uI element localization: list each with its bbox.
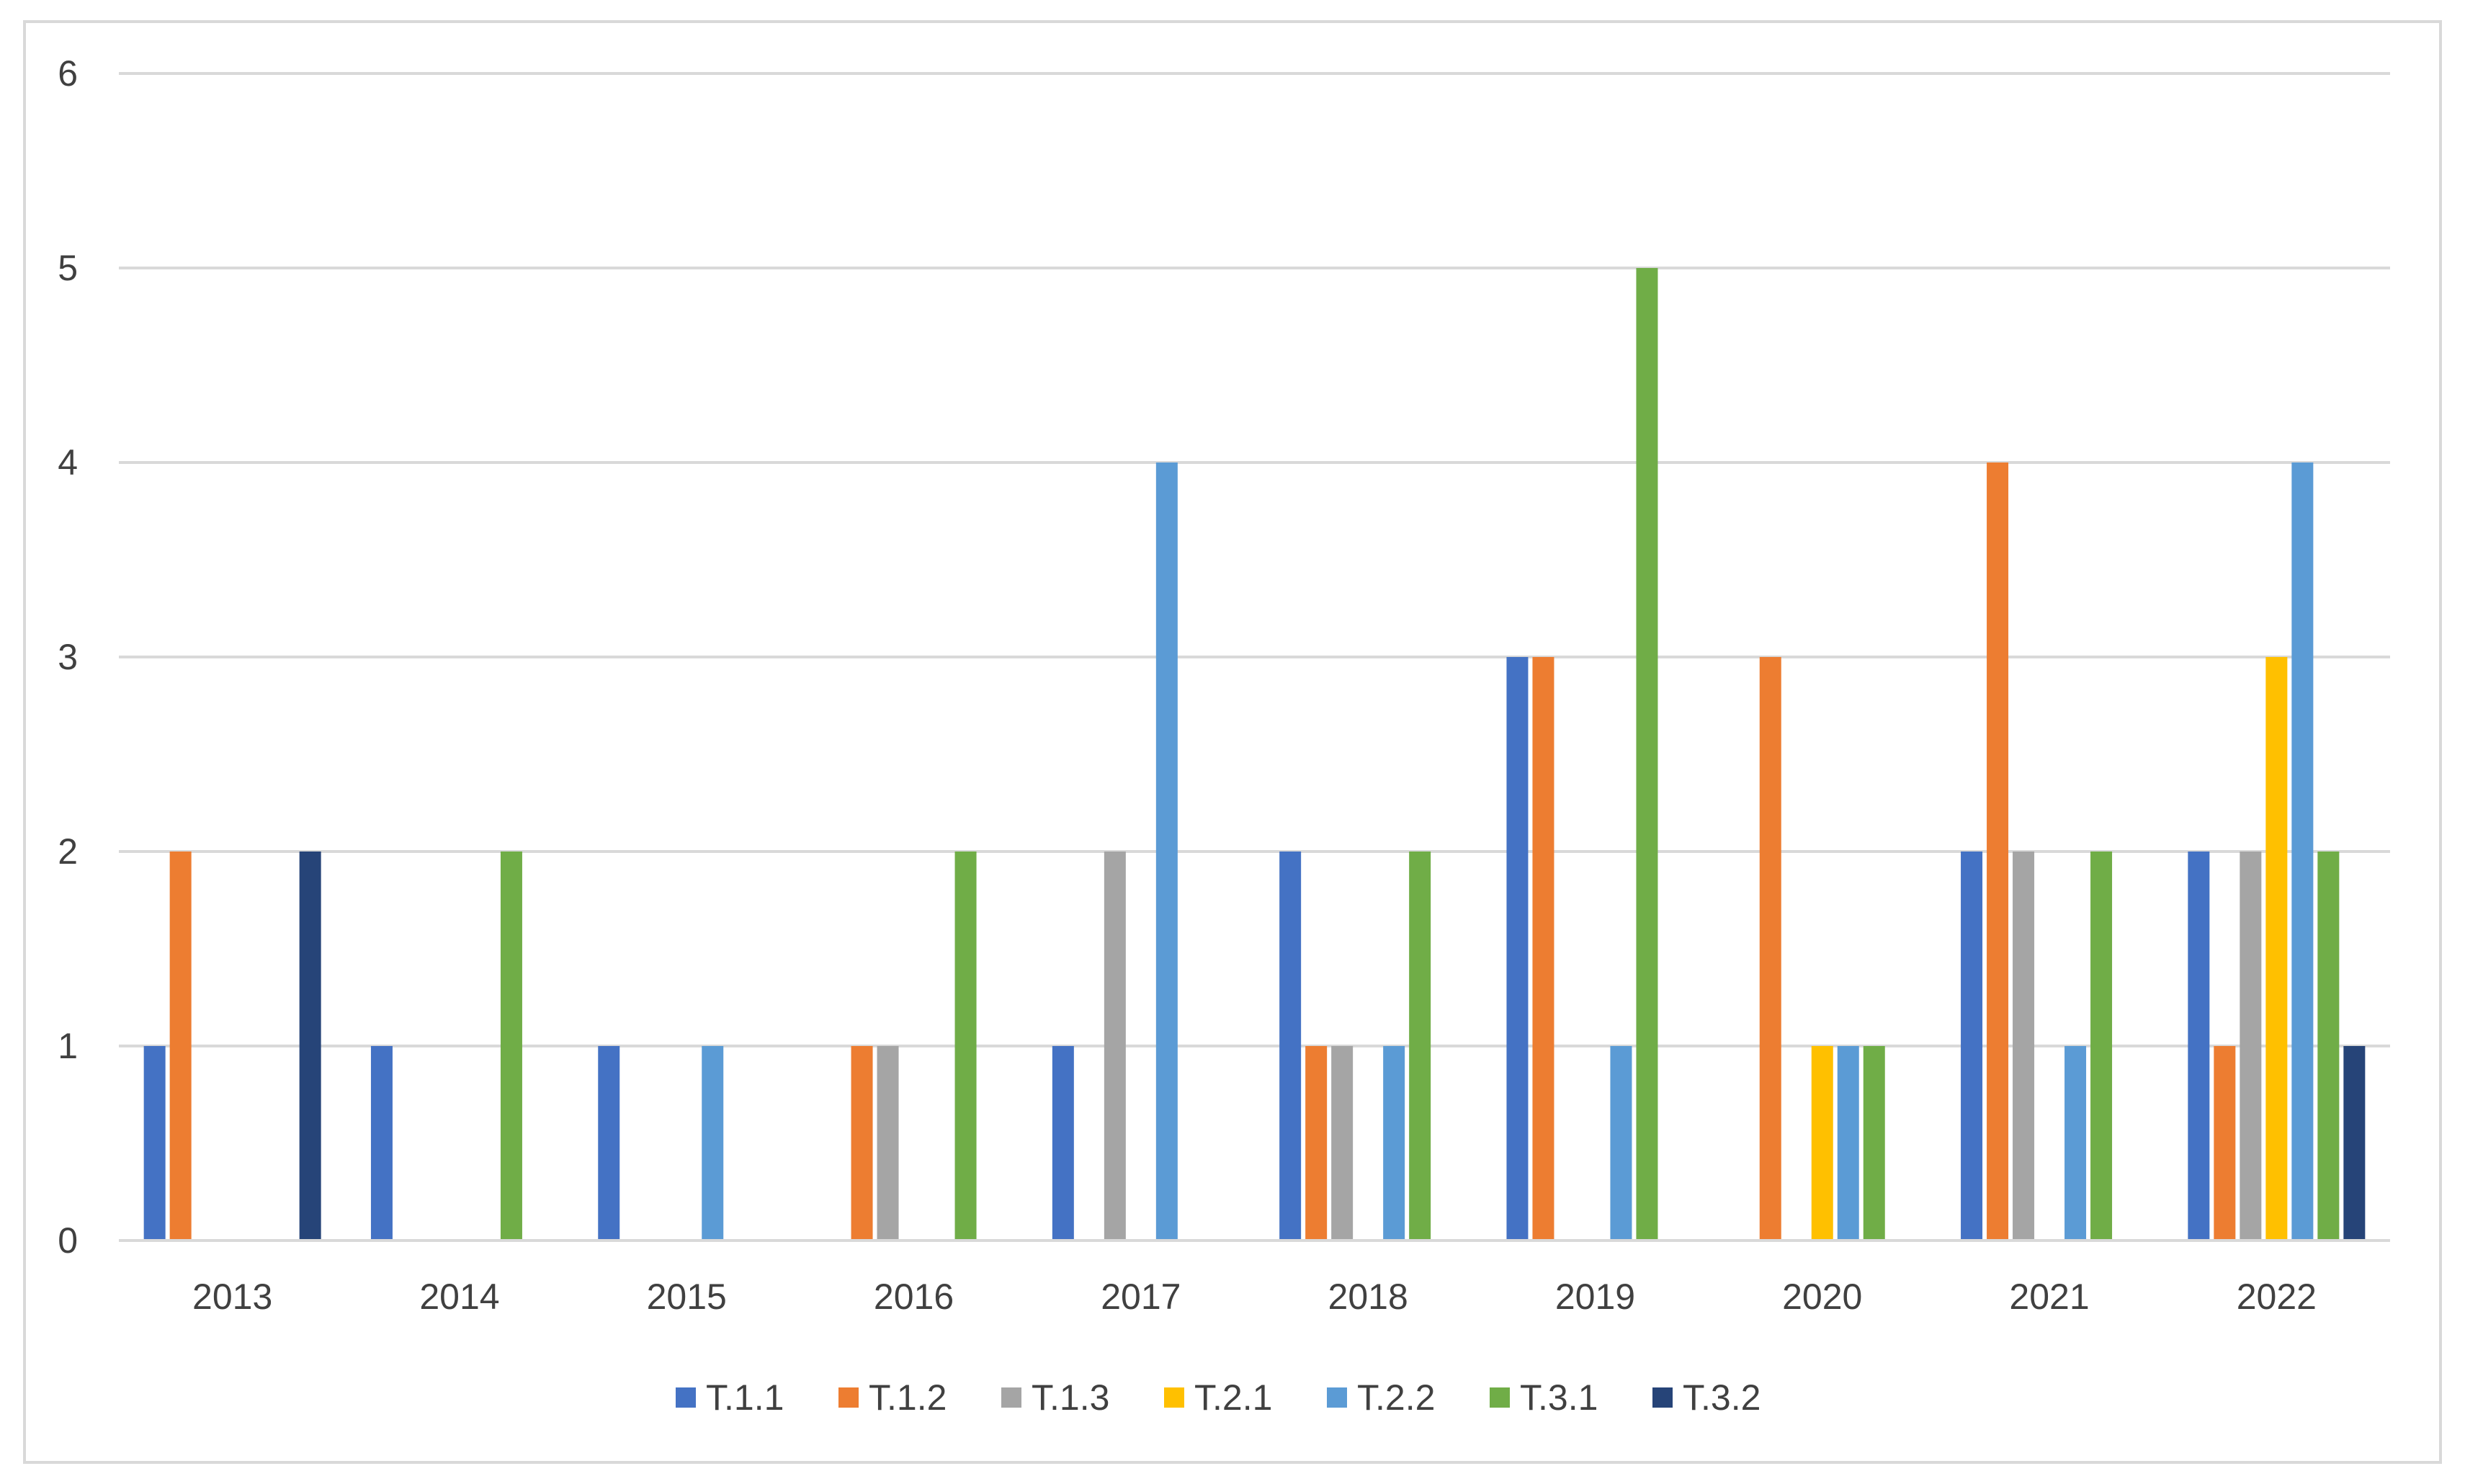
bar-T.1.1-2022 (2188, 851, 2210, 1241)
bar-T.1.1-2013 (143, 1046, 166, 1241)
legend-swatch (676, 1387, 696, 1408)
bar-T.3.1-2016 (954, 851, 977, 1241)
x-tick-label-2021: 2021 (2009, 1277, 2089, 1317)
bar-T.3.1-2021 (2090, 851, 2113, 1241)
bars (143, 268, 2366, 1241)
x-tick-label-2014: 2014 (419, 1277, 499, 1317)
y-tick-label: 3 (58, 637, 78, 677)
legend-label: T.2.1 (1194, 1377, 1272, 1418)
y-tick-label: 2 (58, 831, 78, 872)
bar-T.1.2-2018 (1305, 1046, 1328, 1241)
x-tick-label-2017: 2017 (1101, 1277, 1181, 1317)
y-axis-ticks: 0 1 2 3 4 5 6 (58, 53, 78, 1261)
bar-T.3.1-2019 (1636, 268, 1658, 1241)
bar-T.3.1-2022 (2317, 851, 2340, 1241)
bar-T.1.1-2014 (370, 1046, 393, 1241)
legend-label: T.1.2 (869, 1377, 947, 1418)
legend-item-T.1.3: T.1.3 (1001, 1377, 1109, 1418)
y-tick-label: 5 (58, 248, 78, 288)
bar-T.1.2-2021 (1987, 462, 2009, 1241)
legend-item-T.3.2: T.3.2 (1652, 1377, 1761, 1418)
x-tick-label-2013: 2013 (192, 1277, 272, 1317)
y-tick-label: 1 (58, 1026, 78, 1066)
legend-swatch (1164, 1387, 1184, 1408)
legend-swatch (1001, 1387, 1021, 1408)
chart-frame (23, 20, 2442, 1464)
x-tick-label-2020: 2020 (1782, 1277, 1862, 1317)
bar-T.1.1-2021 (1961, 851, 1983, 1241)
bar-T.3.2-2022 (2343, 1046, 2366, 1241)
bar-T.2.1-2020 (1811, 1046, 1833, 1241)
bar-T.1.1-2015 (598, 1046, 620, 1241)
legend-swatch (838, 1387, 859, 1408)
y-tick-label: 0 (58, 1220, 78, 1261)
legend-label: T.3.2 (1683, 1377, 1761, 1418)
bar-T.3.1-2014 (500, 851, 522, 1241)
bar-T.1.3-2021 (2013, 851, 2035, 1241)
bar-T.3.1-2020 (1863, 1046, 1885, 1241)
bar-T.1.2-2022 (2214, 1046, 2236, 1241)
bar-T.2.1-2022 (2265, 657, 2288, 1241)
bar-T.2.2-2015 (702, 1046, 724, 1241)
bar-T.1.2-2016 (851, 1046, 873, 1241)
legend-item-T.2.2: T.2.2 (1327, 1377, 1435, 1418)
bar-T.2.2-2018 (1383, 1046, 1405, 1241)
bar-T.1.3-2018 (1331, 1046, 1354, 1241)
bar-T.1.3-2016 (877, 1046, 899, 1241)
legend-item-T.1.2: T.1.2 (838, 1377, 947, 1418)
legend-label: T.1.1 (706, 1377, 784, 1418)
y-tick-label: 6 (58, 53, 78, 94)
bar-T.1.1-2019 (1506, 657, 1529, 1241)
legend-label: T.1.3 (1032, 1377, 1109, 1418)
bar-T.1.3-2022 (2240, 851, 2262, 1241)
legend-item-T.3.1: T.3.1 (1490, 1377, 1598, 1418)
x-tick-label-2022: 2022 (2237, 1277, 2317, 1317)
x-axis-ticks: 2013 2014 2015 2016 2017 2018 2019 2020 2021 2022 (192, 1277, 2317, 1317)
bar-T.2.2-2022 (2291, 462, 2314, 1241)
legend-swatch (1327, 1387, 1347, 1408)
bar-T.1.1-2018 (1279, 851, 1302, 1241)
x-tick-label-2015: 2015 (647, 1277, 727, 1317)
bar-T.1.3-2017 (1104, 851, 1126, 1241)
legend-item-T.1.1: T.1.1 (676, 1377, 784, 1418)
bar-T.2.2-2021 (2064, 1046, 2087, 1241)
bar-T.1.2-2013 (169, 851, 192, 1241)
bar-T.2.2-2017 (1155, 462, 1178, 1241)
bar-T.2.2-2019 (1610, 1046, 1632, 1241)
x-tick-label-2019: 2019 (1555, 1277, 1635, 1317)
legend: T.1.1 T.1.2 T.1.3 T.2.1 T.2.2 T.3.1 T.3.2 (676, 1377, 1761, 1418)
legend-label: T.2.2 (1357, 1377, 1435, 1418)
bar-T.2.2-2020 (1837, 1046, 1859, 1241)
x-tick-label-2018: 2018 (1328, 1277, 1408, 1317)
bar-T.1.1-2017 (1052, 1046, 1074, 1241)
gridlines (119, 72, 2390, 1047)
x-tick-label-2016: 2016 (874, 1277, 954, 1317)
bar-T.3.1-2018 (1409, 851, 1431, 1241)
legend-swatch (1490, 1387, 1510, 1408)
legend-label: T.3.1 (1520, 1377, 1598, 1418)
bar-T.1.2-2020 (1759, 657, 1781, 1241)
bar-T.3.2-2013 (299, 851, 321, 1241)
legend-swatch (1652, 1387, 1673, 1408)
legend-item-T.2.1: T.2.1 (1164, 1377, 1272, 1418)
y-tick-label: 4 (58, 442, 78, 483)
bar-T.1.2-2019 (1532, 657, 1554, 1241)
